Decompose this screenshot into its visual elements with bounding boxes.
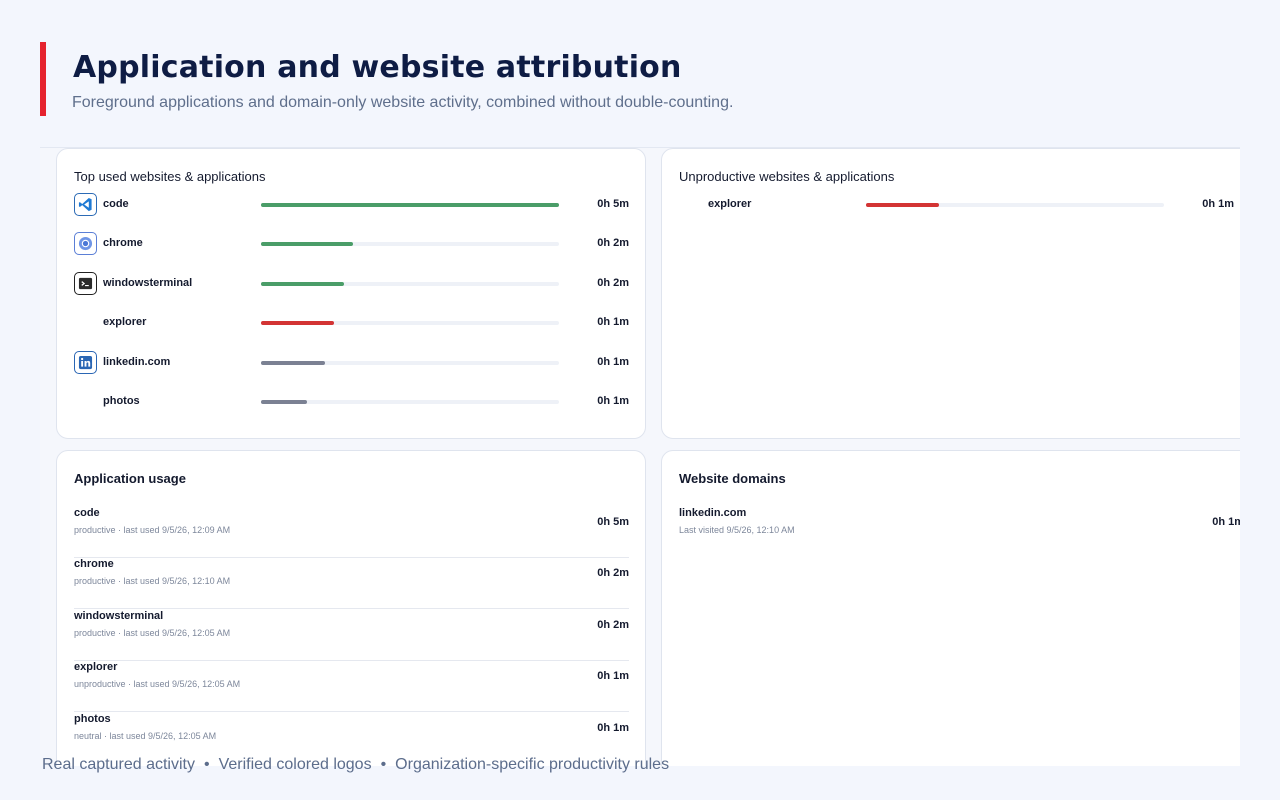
top-used-bar-fill (261, 242, 354, 247)
top-used-bar-track (261, 321, 559, 326)
website-domain-item-meta: Last visited 9/5/26, 12:10 AM (679, 525, 795, 535)
top-used-time: 0h 5m (597, 198, 629, 210)
terminal-icon (74, 271, 97, 295)
unproductive-title: Unproductive websites & applications (679, 169, 895, 184)
application-usage-item-name: photos (74, 712, 111, 725)
application-usage-title: Application usage (74, 471, 186, 486)
page-header: Application and website attribution Fore… (40, 42, 1140, 116)
application-usage-item-meta: productive · last used 9/5/26, 12:05 AM (74, 627, 231, 638)
top-used-name: chrome (103, 237, 143, 250)
top-used-name: photos (103, 395, 140, 407)
top-used-name: code (103, 198, 129, 210)
top-used-row: chrome 0h 2m (74, 232, 629, 256)
application-usage-item-time: 0h 5m (597, 516, 629, 528)
application-usage-item: code productive · last used 9/5/26, 12:09… (74, 507, 629, 558)
website-domain-item-time: 0h 1m (1212, 516, 1240, 528)
top-used-bar-track (261, 242, 559, 247)
unproductive-bar-track (866, 203, 1164, 207)
application-usage-item-name: windowsterminal (74, 609, 164, 622)
application-usage-item-meta: unproductive · last used 9/5/26, 12:05 A… (74, 679, 241, 690)
application-usage-item: photos neutral · last used 9/5/26, 12:05 … (74, 713, 629, 764)
top-used-time: 0h 1m (597, 316, 629, 329)
website-domain-item: linkedin.com Last visited 9/5/26, 12:10 A… (679, 507, 1240, 558)
footer-features: Real captured activity • Verified colored … (42, 756, 669, 774)
application-usage-item-name: chrome (74, 558, 114, 571)
unproductive-card: Unproductive websites & applications exp… (661, 148, 1240, 439)
top-used-row: code 0h 5m (74, 193, 629, 217)
top-used-name: explorer (103, 316, 147, 329)
unproductive-time: 0h 1m (1202, 198, 1234, 210)
accent-bar (40, 42, 46, 116)
top-used-bar-track (261, 400, 559, 404)
top-used-time: 0h 2m (597, 276, 629, 289)
top-used-row: windowsterminal 0h 2m (74, 271, 629, 296)
top-used-title: Top used websites & applications (74, 169, 266, 184)
top-used-time: 0h 1m (597, 395, 629, 407)
dashboard-board: Top used websites & applications code 0h … (40, 147, 1240, 766)
top-used-bar-track (261, 360, 559, 365)
application-usage-item-meta: productive · last used 9/5/26, 12:10 AM (74, 576, 231, 587)
application-usage-item-time: 0h 1m (597, 721, 629, 734)
application-usage-item-time: 0h 2m (597, 567, 629, 580)
application-usage-item-name: explorer (74, 661, 118, 674)
top-used-name: windowsterminal (103, 276, 193, 289)
top-used-row: linkedin.com 0h 1m (74, 350, 629, 375)
top-used-time: 0h 1m (597, 355, 629, 368)
vscode-icon (74, 193, 97, 216)
top-used-bar-fill (261, 360, 326, 365)
unproductive-name: explorer (708, 198, 752, 210)
top-used-time: 0h 2m (597, 237, 629, 250)
top-used-bar-fill (261, 203, 559, 207)
top-used-name: linkedin.com (103, 355, 171, 368)
application-usage-item: windowsterminal productive · last used 9/… (74, 610, 629, 661)
footer-separator: • (203, 756, 210, 773)
application-usage-item-name: code (74, 507, 100, 519)
application-usage-item-time: 0h 1m (597, 670, 629, 683)
top-used-card: Top used websites & applications code 0h … (56, 148, 646, 439)
page-title: Application and website attribution (73, 50, 682, 85)
page-subtitle: Foreground applications and domain-only … (72, 94, 734, 111)
top-used-bar-fill (261, 281, 345, 286)
unproductive-bar-fill (866, 203, 939, 207)
application-usage-card: Application usage code productive · last … (56, 450, 646, 766)
website-domains-card: Website domains linkedin.com Last visited… (661, 450, 1240, 766)
footer-feature: Verified colored logos (218, 756, 372, 773)
application-usage-item: explorer unproductive · last used 9/5/26,… (74, 661, 629, 713)
application-usage-item: chrome productive · last used 9/5/26, 12:… (74, 558, 629, 610)
footer-feature: Organization-specific productivity rules (395, 756, 670, 773)
application-usage-item-meta: neutral · last used 9/5/26, 12:05 AM (74, 730, 217, 741)
top-used-row: explorer 0h 1m (74, 311, 629, 335)
top-used-bar-fill (261, 321, 334, 326)
chrome-icon (74, 232, 97, 256)
top-used-bar-fill (261, 400, 308, 404)
unproductive-row: explorer 0h 1m (679, 193, 1234, 217)
website-domain-item-name: linkedin.com (679, 507, 747, 519)
application-usage-item-meta: productive · last used 9/5/26, 12:09 AM (74, 525, 231, 535)
website-domains-title: Website domains (679, 471, 786, 486)
footer-separator: • (380, 756, 387, 773)
linkedin-icon (74, 350, 97, 374)
top-used-bar-track (261, 281, 559, 286)
footer-feature: Real captured activity (42, 756, 195, 773)
top-used-row: photos 0h 1m (74, 390, 629, 414)
top-used-bar-track (261, 203, 559, 207)
application-usage-item-time: 0h 2m (597, 618, 629, 631)
